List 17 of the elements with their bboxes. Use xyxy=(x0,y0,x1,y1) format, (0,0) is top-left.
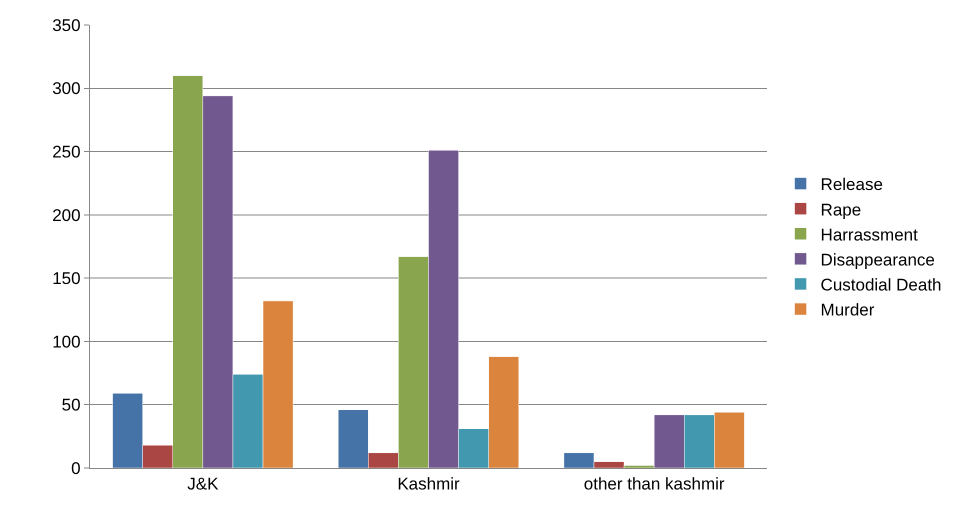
x-tick-label: other than kashmir xyxy=(584,474,725,494)
legend-label: Rape xyxy=(820,200,862,220)
x-tick-label: J&K xyxy=(187,474,220,494)
y-tick-label: 50 xyxy=(62,396,81,415)
y-tick-label: 200 xyxy=(52,206,81,225)
y-tick-label: 300 xyxy=(52,79,81,98)
legend-label: Custodial Death xyxy=(820,276,942,295)
y-tick-label: 100 xyxy=(52,332,81,352)
legend-label: Harrassment xyxy=(820,225,918,244)
x-tick-label: Kashmir xyxy=(397,474,460,494)
legend-label: Murder xyxy=(820,300,875,320)
y-tick-label: 350 xyxy=(52,16,81,35)
legend-label: Release xyxy=(820,175,883,194)
y-tick-label: 150 xyxy=(52,269,81,288)
y-tick-label: 250 xyxy=(52,142,81,162)
y-tick-label: 0 xyxy=(71,458,81,478)
legend-label: Disappearance xyxy=(820,250,935,270)
